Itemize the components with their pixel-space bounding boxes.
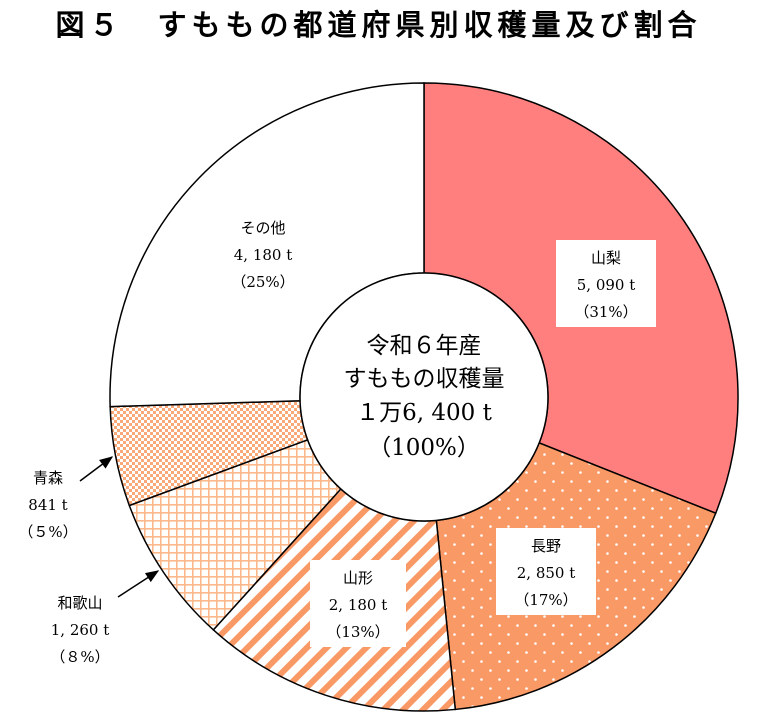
slice-value: 841 t (28, 496, 67, 514)
center-label-line-2: すももの収穫量 (344, 366, 505, 392)
slice-percent: （31%） (574, 303, 637, 321)
slice-percent: （25%） (231, 273, 294, 291)
center-label-line-1: 令和６年産 (367, 333, 482, 359)
slice-percent: （17%） (514, 591, 577, 609)
donut-hole (299, 272, 549, 522)
slice-percent: （５%） (18, 523, 77, 541)
center-label-line-4: （100%） (368, 435, 480, 461)
center-label: 令和６年産 すももの収穫量 １万6, 400 t （100%） (344, 333, 505, 461)
slice-value: 5, 090 t (577, 276, 636, 294)
slice-name: 長野 (531, 537, 561, 555)
slice-percent: （８%） (50, 648, 109, 666)
slice-name: 和歌山 (57, 594, 102, 612)
leader-arrow-aomori (79, 456, 114, 482)
slice-value: 2, 850 t (517, 564, 576, 582)
slice-name: その他 (240, 219, 285, 237)
slice-percent: （13%） (326, 623, 389, 641)
slice-name: 山形 (343, 569, 373, 587)
slice-label-nagano: 長野 2, 850 t （17%） (514, 537, 577, 609)
slice-value: 1, 260 t (51, 621, 110, 639)
slice-label-yamanashi: 山梨 5, 090 t （31%） (574, 249, 637, 321)
label-box-nagano (496, 528, 596, 615)
slice-value: 2, 180 t (329, 596, 388, 614)
slice-label-yamagata: 山形 2, 180 t （13%） (326, 569, 389, 641)
center-label-line-3: １万6, 400 t (356, 400, 492, 426)
chart-title: 図５ すももの都道府県別収穫量及び割合 (55, 8, 702, 42)
slice-value: 4, 180 t (234, 246, 293, 264)
slice-label-aomori: 青森 841 t （５%） (18, 469, 77, 541)
label-box-yamanashi (556, 240, 656, 327)
slice-name: 青森 (33, 469, 63, 487)
slice-label-wakayama: 和歌山 1, 260 t （８%） (50, 594, 109, 666)
leader-arrow-wakayama (117, 570, 160, 598)
label-box-yamagata (310, 560, 406, 647)
slice-name: 山梨 (591, 249, 621, 267)
slice-label-sonota: その他 4, 180 t （25%） (231, 219, 294, 291)
